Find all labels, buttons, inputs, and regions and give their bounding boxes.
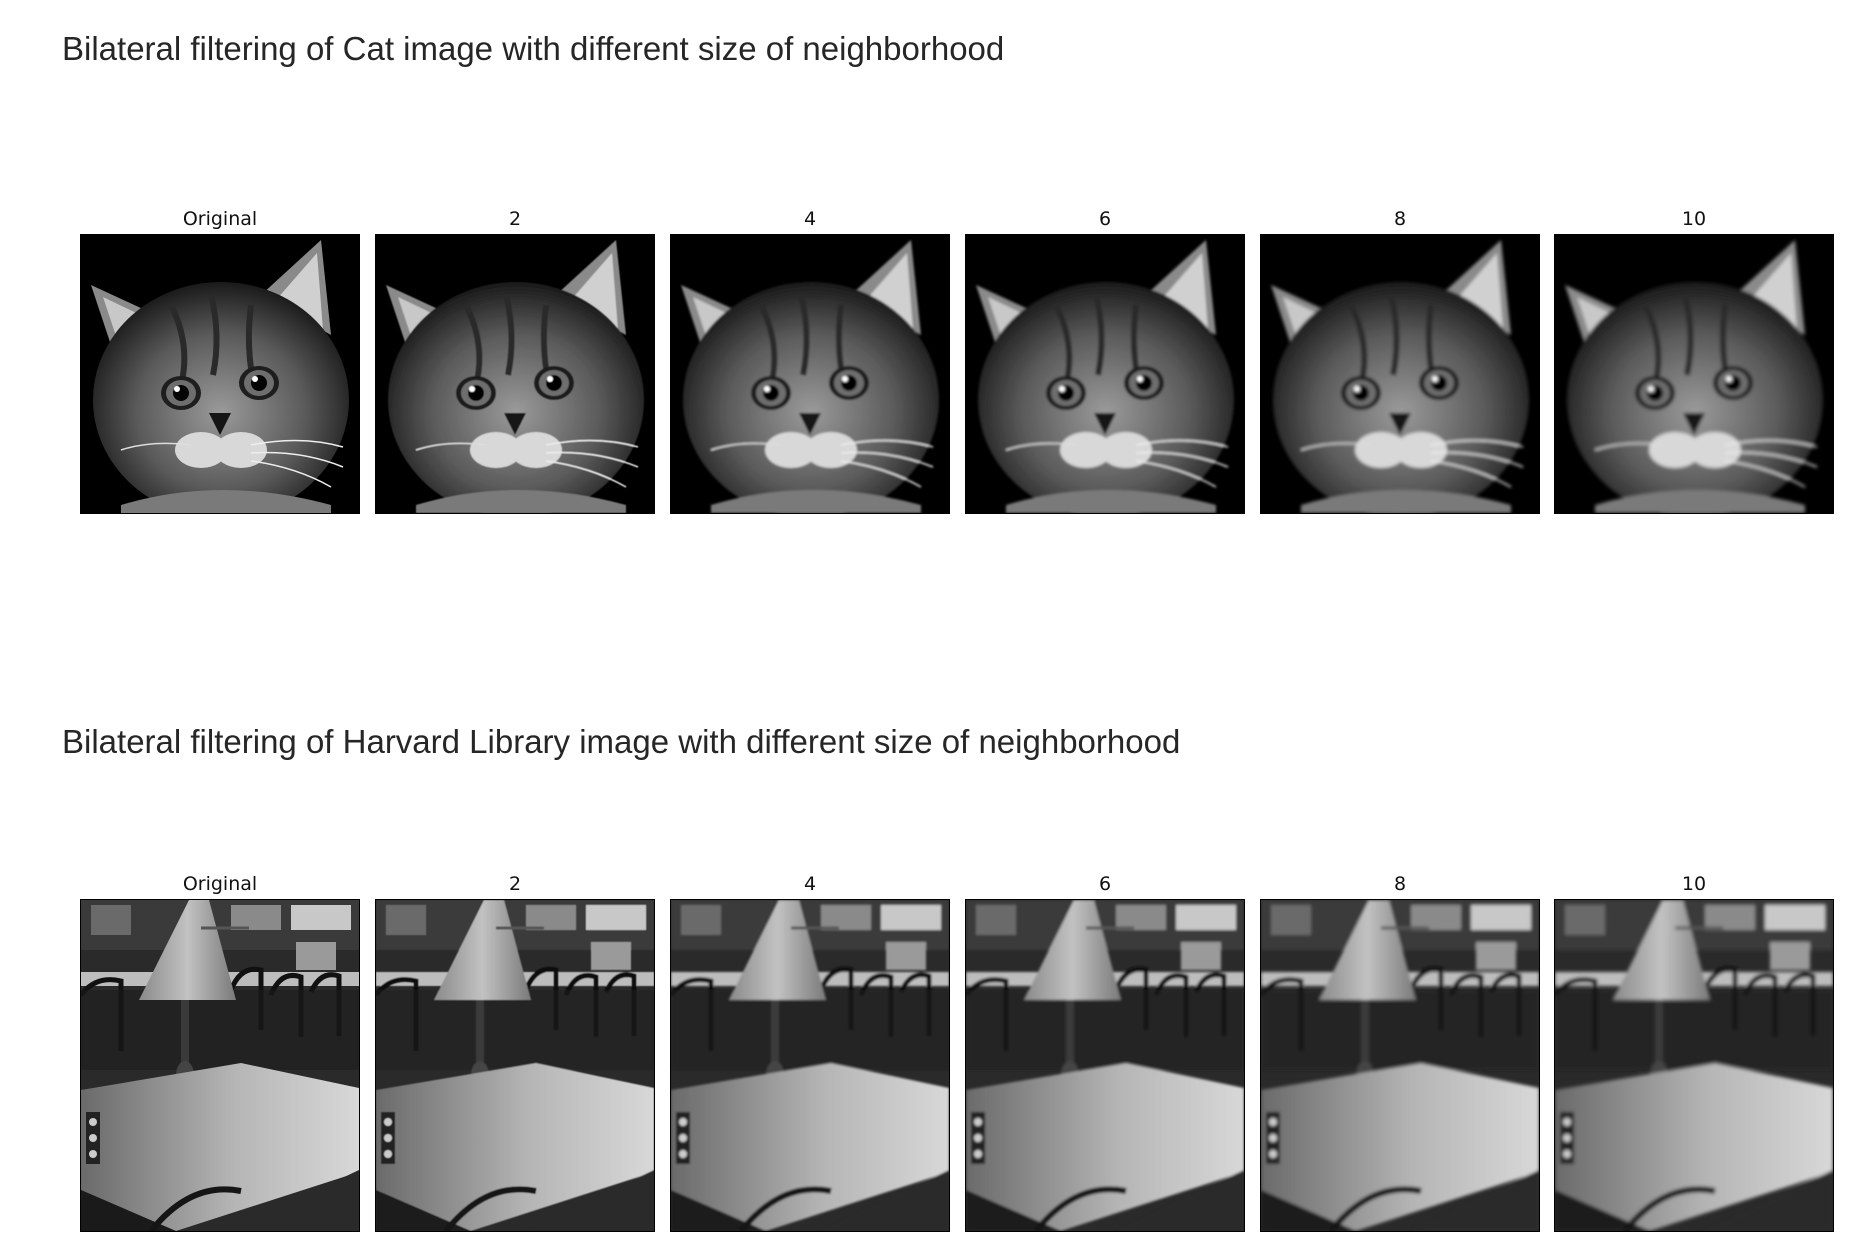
panel-label: 4 [803,208,817,230]
panel-label: Original [182,873,258,895]
panel-label: 2 [508,873,522,895]
panel-label: 6 [1098,208,1112,230]
panel-label: 2 [508,208,522,230]
panel-label: 8 [1393,873,1407,895]
cat-image [375,234,655,514]
cat-image [670,234,950,514]
lib-image [80,899,360,1232]
panel-label: 6 [1098,873,1112,895]
panel-label: Original [182,208,258,230]
panel-label: 4 [803,873,817,895]
panel-label: 10 [1681,873,1707,895]
section-title-library: Bilateral filtering of Harvard Library i… [62,723,1181,760]
lib-image [670,899,950,1232]
lib-image [1554,899,1834,1232]
cat-image [1554,234,1834,514]
cat-image [1260,234,1540,514]
cat-image [965,234,1245,514]
panel-label: 8 [1393,208,1407,230]
lib-image [375,899,655,1232]
cat-image [80,234,360,514]
lib-image [965,899,1245,1232]
section-title-cat: Bilateral filtering of Cat image with di… [62,30,1005,67]
lib-image [1260,899,1540,1232]
panel-label: 10 [1681,208,1707,230]
